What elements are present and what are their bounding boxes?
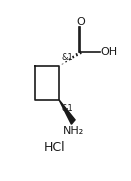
Text: &1: &1 <box>61 104 73 113</box>
Text: OH: OH <box>100 47 117 57</box>
Polygon shape <box>59 100 75 124</box>
Text: HCl: HCl <box>44 141 66 154</box>
Text: O: O <box>76 17 85 27</box>
Text: &1: &1 <box>61 53 73 62</box>
Text: NH₂: NH₂ <box>63 126 84 136</box>
